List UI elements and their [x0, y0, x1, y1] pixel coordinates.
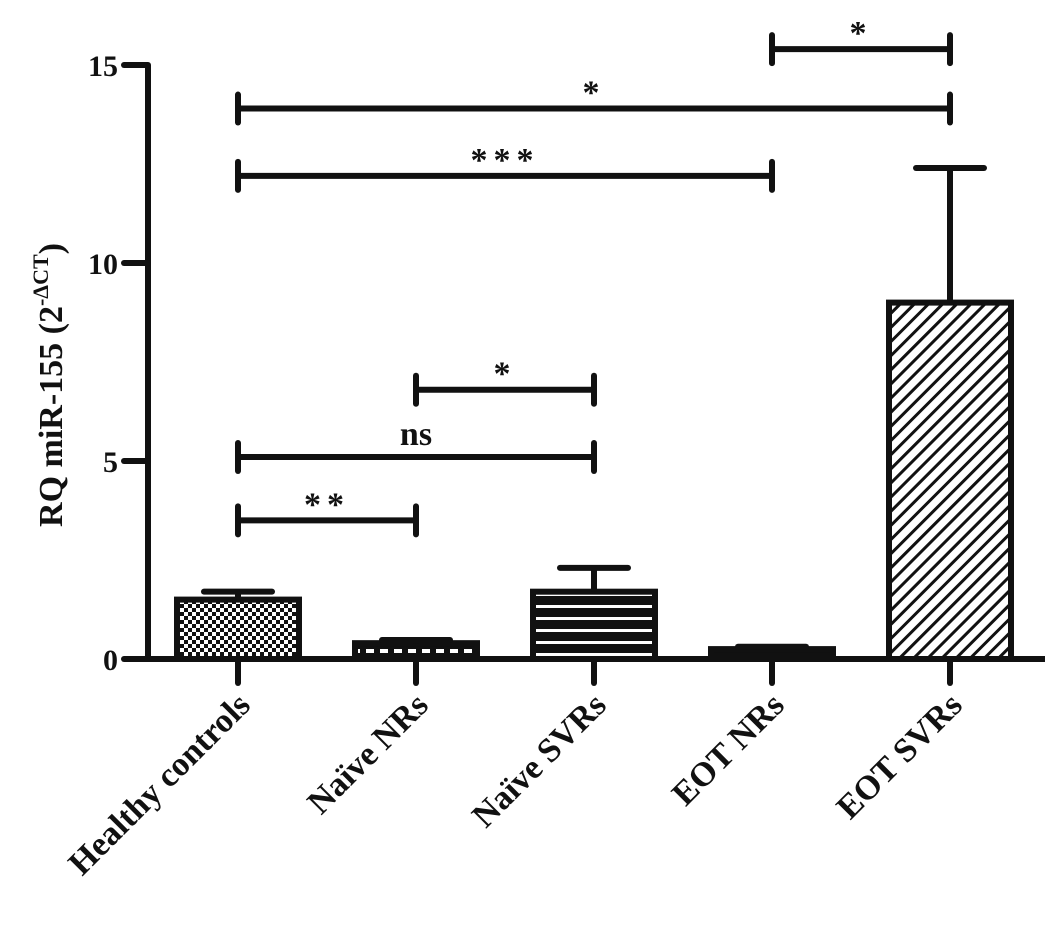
category-label: EOT SVRs — [830, 686, 970, 826]
significance-label: * — [494, 356, 517, 393]
y-tick-label: 5 — [103, 446, 118, 479]
significance-label: *** — [471, 142, 540, 179]
bar — [886, 299, 1014, 662]
y-tick-label: 10 — [88, 248, 118, 281]
category-label: EOT NRs — [665, 686, 792, 813]
x-axis — [148, 656, 1045, 686]
significance-label: ns — [400, 416, 432, 453]
significance-label: * — [850, 15, 873, 52]
error-bars — [201, 164, 987, 650]
y-axis-title: RQ miR-155 (2-ΔCT) — [28, 243, 70, 527]
bar — [708, 646, 836, 662]
category-label: Naïve NRs — [301, 686, 436, 821]
category-label: Naïve SVRs — [465, 686, 613, 834]
significance-label: ** — [304, 486, 350, 523]
bar — [352, 640, 480, 662]
bar — [174, 596, 302, 662]
y-tick-label: 15 — [88, 50, 118, 83]
significance-brackets: **ns****** — [235, 15, 953, 538]
category-label: Healthy controls — [62, 686, 258, 882]
category-labels: Healthy controls Naïve NRs Naïve SVRs EOT N… — [62, 686, 970, 882]
y-axis: 0 5 10 15 — [88, 50, 151, 677]
bar — [530, 588, 658, 662]
significance-label: * — [583, 75, 606, 112]
y-tick-label: 0 — [103, 644, 118, 677]
bars — [174, 299, 1014, 662]
